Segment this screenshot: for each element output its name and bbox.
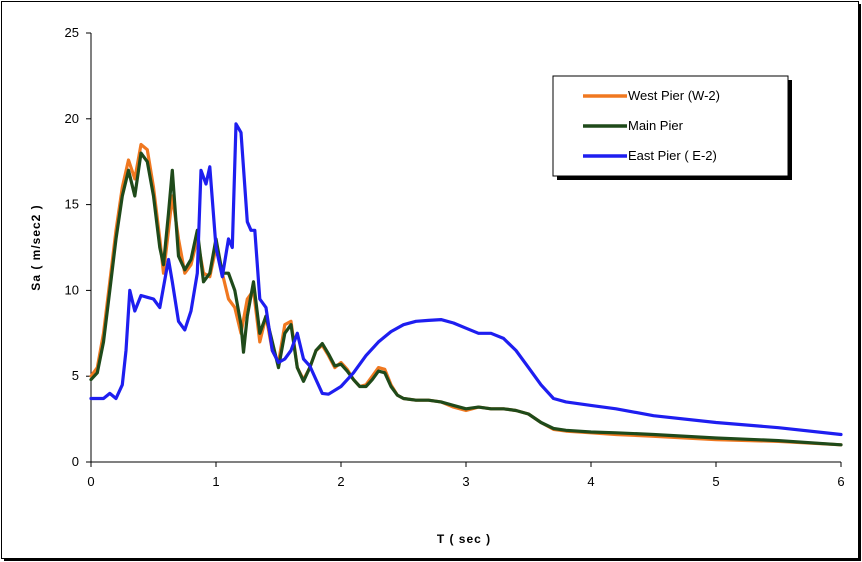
x-tick-label: 1 bbox=[212, 474, 219, 489]
x-tick-group: 0 1 2 3 4 5 6 bbox=[87, 462, 845, 489]
x-tick-label: 0 bbox=[87, 474, 94, 489]
x-tick-label: 5 bbox=[712, 474, 719, 489]
y-tick-label: 5 bbox=[72, 368, 79, 383]
frame-shadow-bottom bbox=[4, 558, 861, 561]
y-tick-label: 0 bbox=[72, 454, 79, 469]
y-tick-label: 10 bbox=[65, 282, 79, 297]
legend-label-2: Main Pier bbox=[628, 118, 684, 133]
series-line-3 bbox=[89, 122, 843, 437]
y-tick-label: 20 bbox=[65, 111, 79, 126]
y-tick-label: 15 bbox=[65, 197, 79, 212]
series-group bbox=[89, 122, 843, 447]
series-line-1 bbox=[89, 142, 843, 447]
plot-area: 0 5 10 15 20 25 0 1 2 3 4 5 6 bbox=[65, 25, 845, 489]
y-tick-group: 0 5 10 15 20 25 bbox=[65, 25, 91, 469]
x-tick-label: 2 bbox=[337, 474, 344, 489]
legend-label-1: West Pier (W-2) bbox=[628, 88, 720, 103]
frame-shadow-right bbox=[858, 4, 861, 560]
series-line-2 bbox=[89, 151, 843, 447]
x-tick-label: 4 bbox=[587, 474, 594, 489]
x-axis-label: T ( sec ) bbox=[437, 532, 491, 546]
legend: West Pier (W-2) Main Pier East Pier ( E-2) bbox=[552, 75, 792, 180]
x-tick-label: 3 bbox=[462, 474, 469, 489]
x-tick-label: 6 bbox=[837, 474, 844, 489]
y-axis-label: Sa ( m/sec2 ) bbox=[29, 204, 43, 290]
y-tick-label: 25 bbox=[65, 25, 79, 40]
legend-items: West Pier (W-2) Main Pier East Pier ( E-2) bbox=[583, 88, 720, 163]
legend-label-3: East Pier ( E-2) bbox=[628, 148, 717, 163]
